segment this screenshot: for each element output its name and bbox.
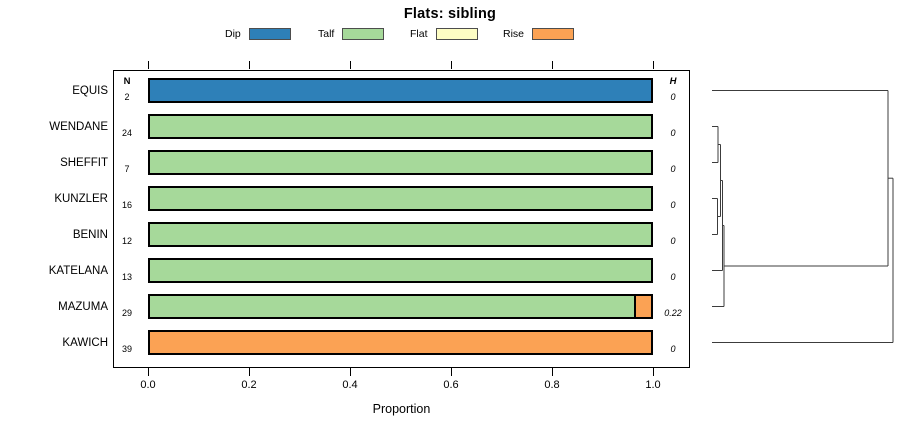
bar-segment-talf: [150, 224, 651, 245]
row-label: KAWICH: [62, 336, 108, 349]
legend-entry-flat: Flat: [410, 27, 478, 41]
n-value: 7: [124, 163, 130, 174]
legend-swatch-rise: [532, 28, 575, 40]
h-value: 0: [670, 235, 676, 246]
n-value: 29: [121, 307, 132, 318]
x-axis-tick-label: 0.2: [241, 379, 257, 391]
bar-segment-talf: [150, 296, 634, 317]
x-axis-tick-label: 0.6: [443, 379, 459, 391]
legend-label: Rise: [503, 28, 525, 40]
h-value: 0.22: [664, 307, 682, 318]
h-value: 0: [670, 199, 676, 210]
n-value: 24: [121, 127, 132, 138]
n-value: 12: [121, 235, 132, 246]
bar-segment-rise: [150, 332, 651, 353]
row-label: KUNZLER: [54, 192, 108, 205]
legend-entry-rise: Rise: [503, 27, 575, 41]
legend-swatch-talf: [342, 28, 385, 40]
x-axis-tick-label: 1.0: [645, 379, 661, 391]
row-label: BENIN: [72, 228, 108, 241]
x-axis-top-tick: [248, 61, 250, 69]
legend-label: Flat: [410, 28, 428, 40]
row-label: MAZUMA: [58, 300, 108, 313]
bar-sheffit: [148, 150, 653, 175]
x-axis-tick: [551, 368, 553, 376]
h-value: 0: [670, 163, 676, 174]
n-value: 16: [121, 199, 132, 210]
x-axis-tick: [349, 368, 351, 376]
bar-katelana: [148, 258, 653, 283]
h-column-header: H: [669, 76, 677, 87]
h-value: 0: [670, 91, 676, 102]
legend-swatch-dip: [248, 28, 291, 40]
n-value: 13: [121, 271, 132, 282]
bar-segment-talf: [150, 188, 651, 209]
row-label: KATELANA: [48, 264, 108, 277]
legend-label: Dip: [225, 28, 241, 40]
x-axis-top-tick: [450, 61, 452, 69]
x-axis-tick: [652, 368, 654, 376]
legend-swatch-flat: [435, 28, 478, 40]
x-axis-top-tick: [652, 61, 654, 69]
chart-title: Flats: sibling: [403, 6, 497, 22]
row-label: EQUIS: [72, 84, 108, 97]
bar-segment-talf: [150, 152, 651, 173]
n-value: 39: [121, 343, 132, 354]
x-axis-tick: [147, 368, 149, 376]
bar-segment-dip: [150, 80, 651, 101]
legend-label: Talf: [318, 28, 335, 40]
x-axis-tick-label: 0.0: [140, 379, 156, 391]
row-label: SHEFFIT: [60, 156, 108, 169]
x-axis-top-tick: [147, 61, 149, 69]
h-value: 0: [670, 271, 676, 282]
dendrogram: [712, 90, 894, 343]
bar-benin: [148, 222, 653, 247]
bar-kunzler: [148, 186, 653, 211]
x-axis-title: Proportion: [372, 402, 431, 416]
bar-segment-talf: [150, 116, 651, 137]
h-value: 0: [670, 127, 676, 138]
bar-wendane: [148, 114, 653, 139]
x-axis-top-tick: [349, 61, 351, 69]
x-axis-tick: [450, 368, 452, 376]
bar-segment-talf: [150, 260, 651, 281]
n-column-header: N: [123, 76, 131, 87]
bar-kawich: [148, 330, 653, 355]
bar-mazuma: [148, 294, 653, 319]
x-axis-tick-label: 0.8: [544, 379, 560, 391]
x-axis-tick-label: 0.4: [342, 379, 358, 391]
legend-entry-dip: Dip: [225, 27, 291, 41]
legend-entry-talf: Talf: [318, 27, 385, 41]
row-label: WENDANE: [49, 120, 108, 133]
h-value: 0: [670, 343, 676, 354]
bar-equis: [148, 78, 653, 103]
bar-segment-rise: [633, 296, 651, 317]
x-axis-tick: [248, 368, 250, 376]
n-value: 2: [124, 91, 130, 102]
x-axis-top-tick: [551, 61, 553, 69]
